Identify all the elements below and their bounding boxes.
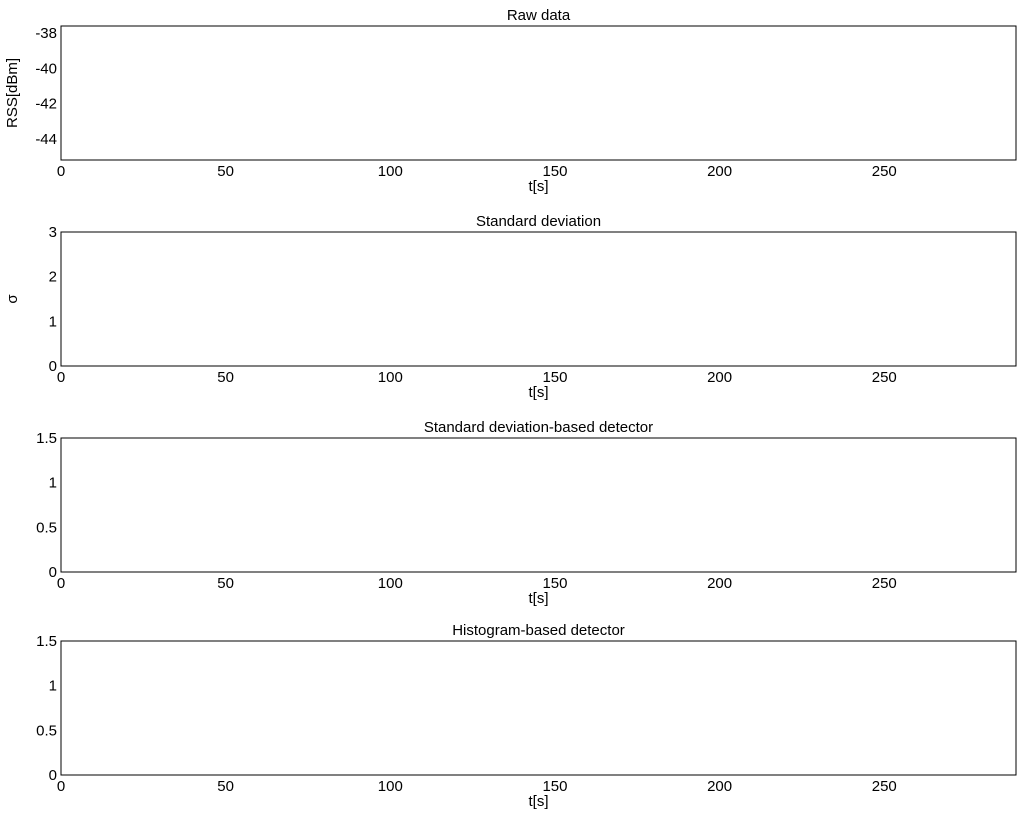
x-axis-label: t[s]: [528, 178, 548, 195]
x-axis-label: t[s]: [528, 590, 548, 607]
y-tick-label: 1: [49, 313, 57, 330]
y-tick-label: 2: [49, 269, 57, 286]
x-tick-label: 150: [542, 778, 567, 795]
x-axis-label: t[s]: [528, 793, 548, 810]
x-tick-label: 50: [217, 163, 234, 180]
y-tick-label: -42: [35, 96, 57, 113]
y-axis-label: σ: [4, 294, 21, 304]
subplot-4: 0 50 100 150 200 250 0 0.5 1 1.5 Histogram-based d…: [36, 622, 1017, 810]
y-tick-label: 1.5: [36, 430, 57, 447]
subplot-3: 0 50 100 150 200 250 0 0.5 1 1.5 Standard deviatio…: [36, 419, 1017, 607]
chart-title: Standard deviation-based detector: [424, 419, 653, 436]
x-tick-label: 150: [542, 163, 567, 180]
y-tick-label: 1.5: [36, 633, 57, 650]
axes-frame: [60, 231, 1017, 367]
y-tick-label: -38: [35, 25, 57, 42]
x-tick-label: 0: [57, 778, 65, 795]
y-tick-label: 3: [49, 224, 57, 241]
x-tick-label: 50: [217, 369, 234, 386]
x-tick-label: 100: [378, 369, 403, 386]
y-tick-label: 0.5: [36, 722, 57, 739]
y-tick-label: -40: [35, 60, 57, 77]
subplot-1: 050100150200250-44-42-40-38LOSNLOSLOSNLO…: [4, 7, 1017, 195]
y-tick-label: 0.5: [36, 519, 57, 536]
x-tick-label: 100: [378, 163, 403, 180]
x-tick-label: 150: [542, 369, 567, 386]
x-tick-label: 50: [217, 778, 234, 795]
x-tick-label: 200: [707, 163, 732, 180]
axes-frame: [60, 437, 1017, 573]
y-tick-label: 1: [49, 475, 57, 492]
y-tick-label: 0: [49, 767, 57, 784]
y-tick-label: -44: [35, 131, 57, 148]
x-tick-label: 250: [872, 778, 897, 795]
x-tick-label: 0: [57, 575, 65, 592]
chart-title: Raw data: [507, 7, 571, 24]
x-tick-label: 0: [57, 369, 65, 386]
x-tick-label: 150: [542, 575, 567, 592]
y-tick-label: 0: [49, 564, 57, 581]
y-axis-label: RSS[dBm]: [4, 58, 21, 128]
x-tick-label: 200: [707, 778, 732, 795]
x-tick-label: 50: [217, 575, 234, 592]
axes-frame: [60, 640, 1017, 776]
x-axis-label: t[s]: [528, 384, 548, 401]
y-tick-label: 1: [49, 678, 57, 695]
x-tick-label: 100: [378, 778, 403, 795]
x-tick-label: 200: [707, 575, 732, 592]
x-tick-label: 250: [872, 163, 897, 180]
x-tick-label: 250: [872, 369, 897, 386]
x-tick-label: 100: [378, 575, 403, 592]
chart-title: Histogram-based detector: [452, 622, 625, 639]
subplot-2: 0 50 100 150 200 250 0 1 2 3 Standard deviation t[s…: [4, 213, 1017, 401]
y-tick-label: 0: [49, 358, 57, 375]
axes-frame: [60, 25, 1017, 161]
chart-title: Standard deviation: [476, 213, 601, 230]
x-tick-label: 250: [872, 575, 897, 592]
x-tick-label: 200: [707, 369, 732, 386]
x-tick-label: 0: [57, 163, 65, 180]
